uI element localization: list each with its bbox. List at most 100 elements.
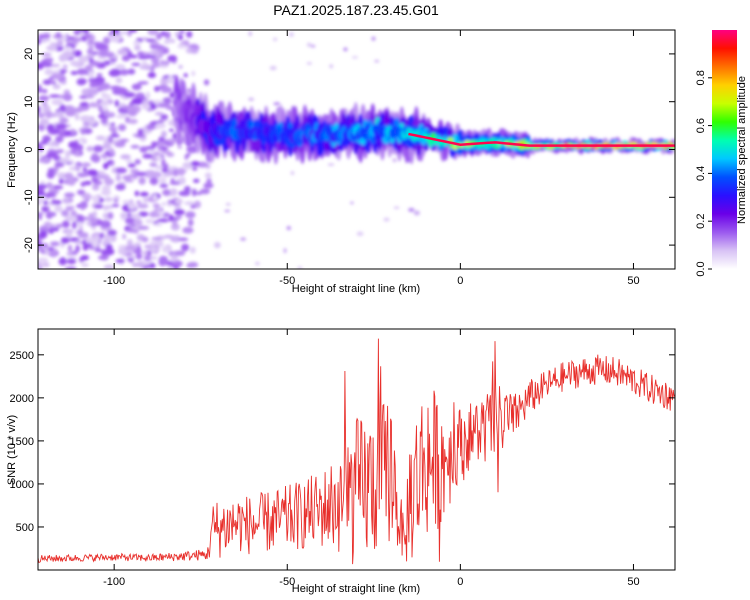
spectrogram-cell (81, 262, 89, 268)
spectrogram-cell (350, 201, 354, 205)
spectrogram-cell (61, 220, 70, 229)
spectrogram-cell (54, 205, 63, 213)
spectrogram-cell (297, 266, 303, 269)
spectrogram-cell (102, 221, 109, 227)
y-tick-label: 1000 (10, 479, 34, 491)
spectrogram-cell (46, 182, 53, 189)
spectrogram-cell (38, 184, 48, 190)
spectrogram-cell (111, 131, 118, 135)
spectrogram-cell (172, 219, 178, 228)
spectrogram-cell (131, 226, 139, 230)
spectrogram-cell (115, 173, 121, 182)
snr-x-label: Height of straight line (km) (292, 583, 420, 595)
spectrogram-cell (91, 226, 97, 231)
spectrogram-ridge (173, 74, 675, 165)
spectrogram-cell (136, 200, 142, 205)
spectrogram-cell (47, 246, 55, 252)
spectrogram-cell (131, 83, 142, 91)
spectrogram-cell (58, 54, 67, 62)
spectrogram-cell (129, 168, 139, 174)
spectrogram-cell (102, 146, 114, 150)
spectrogram-cell (87, 119, 97, 126)
spectrogram-cell (145, 55, 157, 59)
spectrogram-cell (58, 69, 68, 73)
spectrogram-cell (141, 103, 152, 110)
spectrogram-cell (102, 36, 111, 45)
spectrogram-cell (148, 148, 155, 154)
spectrogram-ridge-core (408, 132, 675, 147)
spectrogram-cell (142, 261, 152, 265)
spectrogram-cell (149, 162, 158, 167)
figure-title: PAZ1.2025.187.23.45.G01 (273, 2, 439, 18)
spectrogram-cell (153, 85, 160, 92)
spectrogram-cell (86, 34, 92, 39)
spectrogram-cell (43, 58, 54, 63)
spectrogram-cell (101, 185, 111, 191)
x-tick-label: 0 (457, 576, 463, 588)
spectrogram-cell (38, 84, 42, 91)
spectrogram-cell (79, 102, 89, 107)
spectrogram-cell (154, 111, 164, 116)
spectrogram-cell (51, 72, 64, 80)
spectrogram-cell (393, 206, 400, 209)
spectrogram-cell (62, 64, 68, 69)
spectrogram-cell (168, 258, 181, 262)
spectrogram-cell (137, 51, 145, 57)
spectrogram-cell (178, 34, 183, 41)
spectrogram-cell (142, 197, 150, 203)
spectrogram-cell (58, 157, 70, 164)
spectrogram-cell (78, 55, 90, 63)
spectrogram-cell (134, 45, 141, 51)
spectrogram-cell (98, 49, 109, 57)
spectrogram-cell (122, 105, 130, 110)
spectrogram-cell (96, 174, 103, 180)
spectrogram-cell (122, 199, 131, 205)
spectrogram-cell (76, 189, 86, 196)
spectrogram-cell (160, 86, 173, 93)
spectrogram-cell (56, 39, 64, 48)
spectrogram-cell (113, 195, 120, 201)
spectrogram-cell (75, 150, 81, 157)
spectrogram-cell (38, 145, 44, 153)
spectrogram-cell (137, 128, 144, 137)
spectrogram-cell (160, 30, 167, 37)
snr-x-axis: -100 -50 0 50 (103, 329, 640, 588)
spectrogram-heatmap (38, 30, 675, 269)
spectrogram-cell (160, 77, 169, 86)
spectrogram-cell (100, 189, 111, 196)
spectrogram-cell (79, 31, 86, 36)
spectrogram-cell (93, 204, 104, 209)
spectrogram-cell (125, 244, 137, 252)
spectrogram-cell (70, 70, 78, 76)
spectrogram-cell (86, 169, 99, 176)
spectrogram-cell (102, 44, 109, 48)
spectrogram-cell (64, 266, 77, 269)
spectrogram-cell (115, 258, 125, 264)
spectrogram-cell (41, 102, 48, 106)
spectrogram-cell (78, 226, 84, 231)
spectrogram-cell (150, 58, 160, 63)
spectrogram-cell (45, 110, 53, 119)
spectrogram-cell (118, 123, 127, 132)
spectrogram-cell (137, 203, 149, 209)
spectrogram-cell (131, 62, 141, 67)
spectrogram-cell (51, 99, 64, 106)
spectrogram-cell (94, 41, 101, 46)
spectrogram-cell (38, 62, 44, 70)
spectrogram-cell (43, 200, 49, 206)
spectrogram-cell (139, 191, 149, 197)
spectrogram-cell (306, 62, 312, 65)
spectrogram-cell (189, 246, 196, 254)
spectrogram-cell (122, 175, 132, 180)
x-tick-label: -100 (103, 576, 125, 588)
spectrogram-cell (69, 237, 80, 242)
spectrogram-cell (130, 144, 140, 149)
spectrogram-cell (150, 256, 158, 260)
spectrogram-cell (108, 137, 113, 143)
spectrogram-cell (120, 212, 128, 219)
spectrogram-cell (408, 207, 415, 212)
spectrogram-cell (108, 126, 118, 132)
spectrogram-cell (87, 70, 95, 78)
spectrogram-cell (167, 54, 178, 62)
spectrogram-cell (79, 115, 92, 122)
